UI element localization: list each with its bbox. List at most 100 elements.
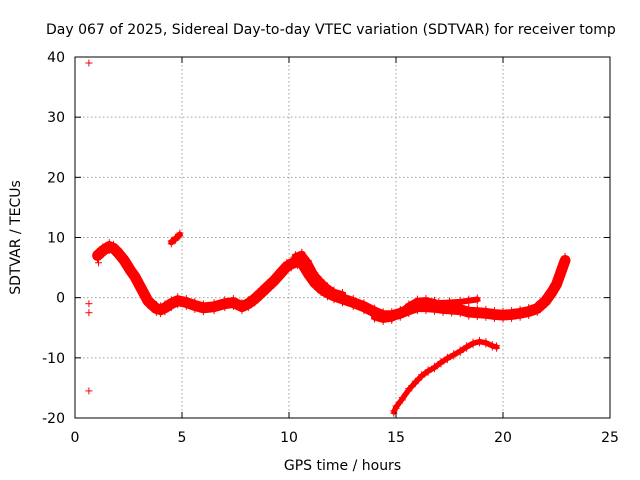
data-point — [508, 314, 516, 322]
data-point — [418, 373, 426, 381]
data-point — [431, 365, 439, 373]
y-tick-label: -20 — [42, 411, 65, 427]
data-point — [182, 295, 190, 303]
data-point — [172, 236, 180, 244]
data-point — [85, 309, 93, 317]
data-point — [360, 299, 368, 307]
data-point — [294, 261, 302, 269]
data-point — [291, 255, 299, 263]
data-point — [110, 240, 118, 248]
data-point — [424, 302, 432, 310]
data-point — [191, 305, 199, 313]
data-point — [508, 307, 516, 315]
data-point — [199, 300, 207, 308]
data-point — [324, 293, 332, 301]
data-point — [105, 246, 113, 254]
data-point — [548, 292, 556, 300]
data-point — [270, 281, 278, 289]
y-tick-label: 40 — [47, 50, 65, 66]
data-point — [360, 307, 368, 315]
data-point — [422, 307, 430, 315]
data-point — [561, 252, 569, 260]
data-point — [148, 297, 156, 305]
data-point — [448, 309, 456, 317]
data-point — [99, 243, 107, 251]
data-point — [499, 315, 507, 323]
data-point — [114, 252, 122, 260]
data-point — [167, 296, 175, 304]
data-point — [229, 295, 237, 303]
data-point — [127, 263, 135, 271]
data-point — [257, 293, 265, 301]
series-trace-1 — [92, 241, 571, 322]
data-point — [557, 264, 565, 272]
data-point — [191, 298, 199, 306]
data-point — [161, 308, 169, 316]
data-point — [311, 273, 319, 281]
data-point — [475, 339, 483, 347]
data-point — [264, 279, 272, 287]
x-tick-label: 25 — [601, 430, 619, 446]
data-point — [431, 307, 439, 315]
x-tick-label: 5 — [178, 430, 187, 446]
data-traces — [92, 231, 571, 415]
data-point — [244, 304, 252, 312]
data-point — [93, 248, 101, 256]
data-point — [127, 271, 135, 279]
data-point — [298, 263, 306, 271]
data-point — [465, 304, 473, 312]
data-point — [398, 396, 406, 404]
data-point — [93, 255, 101, 263]
axis-ticks — [74, 56, 611, 419]
data-point — [533, 308, 541, 316]
data-point — [499, 307, 507, 315]
data-point — [405, 387, 413, 395]
data-point — [463, 344, 471, 352]
data-point — [95, 259, 103, 267]
data-point — [482, 340, 490, 348]
y-tick-label: -10 — [42, 351, 65, 367]
data-point — [490, 314, 498, 322]
data-point — [283, 258, 291, 266]
data-point — [157, 310, 165, 318]
data-point — [473, 313, 481, 321]
data-point — [148, 305, 156, 313]
data-point — [311, 283, 319, 291]
data-point — [251, 291, 259, 299]
data-point — [324, 286, 332, 294]
data-point — [110, 248, 118, 256]
data-point — [114, 245, 122, 253]
data-point — [131, 277, 139, 285]
data-point — [493, 344, 501, 352]
series-trace-6 — [391, 338, 500, 415]
data-point — [167, 240, 175, 248]
data-point — [120, 252, 128, 260]
data-point — [533, 301, 541, 309]
x-tick-label: 0 — [71, 430, 80, 446]
data-point — [85, 59, 93, 67]
data-point — [152, 301, 160, 309]
data-point — [238, 299, 246, 307]
data-point — [388, 316, 396, 324]
data-point — [473, 297, 481, 305]
chart-title: Day 067 of 2025, Sidereal Day-to-day VTE… — [46, 22, 616, 38]
data-point — [221, 296, 229, 304]
data-point — [437, 360, 445, 368]
data-point — [490, 307, 498, 315]
y-tick-label: 10 — [47, 231, 65, 247]
series-trace-4 — [370, 297, 439, 323]
data-point — [257, 285, 265, 293]
data-point — [210, 307, 218, 315]
data-point — [516, 305, 524, 313]
data-point — [456, 348, 464, 356]
data-point — [413, 299, 421, 307]
data-point — [276, 266, 284, 274]
data-point — [287, 264, 295, 272]
data-point — [283, 266, 291, 274]
data-point — [298, 252, 306, 260]
data-point — [553, 277, 560, 285]
data-point — [221, 304, 229, 312]
data-point — [482, 313, 490, 321]
data-point — [137, 281, 145, 289]
